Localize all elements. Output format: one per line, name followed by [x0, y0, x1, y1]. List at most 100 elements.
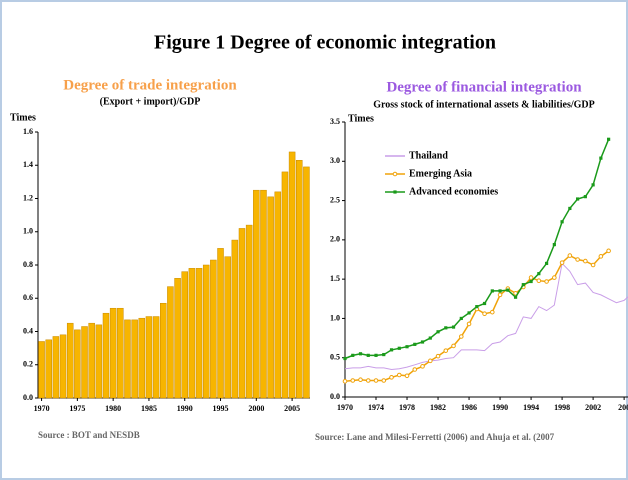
- point: [405, 345, 409, 349]
- bar: [231, 239, 239, 399]
- point: [443, 348, 449, 353]
- y-tick-label: 1.0: [23, 227, 33, 236]
- x-tick-label: 1970: [34, 404, 50, 413]
- bar: [296, 160, 303, 399]
- x-tick-label: 1998: [554, 403, 570, 412]
- point: [396, 372, 402, 378]
- point: [358, 352, 363, 356]
- x-tick-label: 1990: [492, 403, 508, 412]
- x-tick-label: 1980: [105, 404, 121, 413]
- figure-title: Figure 1 Degree of economic integration: [154, 32, 496, 54]
- legend-label: Thailand: [409, 150, 448, 161]
- point: [397, 346, 401, 350]
- point: [343, 356, 347, 361]
- bar: [167, 286, 174, 399]
- bar: [124, 319, 131, 399]
- bar: [145, 316, 153, 399]
- legend-label: Emerging Asia: [409, 168, 472, 179]
- point: [350, 378, 356, 383]
- point: [599, 156, 603, 160]
- bar: [238, 228, 246, 399]
- point: [366, 353, 370, 357]
- point: [497, 292, 503, 298]
- x-tick-label: 200: [618, 403, 628, 412]
- source-note: Source: Lane and Milesi-Ferretti (2006) …: [315, 432, 555, 442]
- y-axis-label: Times: [348, 113, 374, 124]
- point: [528, 275, 534, 280]
- point: [389, 348, 394, 352]
- bar: [188, 268, 196, 399]
- bar: [88, 322, 95, 399]
- point: [536, 278, 542, 284]
- point: [544, 261, 549, 266]
- point: [428, 336, 432, 340]
- point: [444, 326, 448, 330]
- point: [560, 220, 564, 224]
- y-tick-label: 0.2: [23, 360, 33, 369]
- x-tick-label: 1986: [461, 403, 477, 412]
- point: [420, 340, 425, 344]
- point: [607, 137, 611, 141]
- y-tick-label: 2.0: [330, 235, 340, 244]
- point: [544, 279, 549, 284]
- y-tick-label: 0.0: [23, 393, 33, 402]
- point: [559, 260, 565, 265]
- x-tick-label: 2002: [585, 403, 601, 412]
- bar: [59, 334, 67, 399]
- bar: [117, 307, 124, 399]
- chart-title: Degree of financial integration: [386, 79, 582, 95]
- y-tick-label: 3.5: [330, 117, 340, 126]
- x-tick-label: 1982: [430, 403, 446, 412]
- bar: [303, 166, 310, 399]
- bar: [66, 322, 74, 399]
- x-tick-label: 1990: [177, 404, 193, 413]
- point: [451, 343, 456, 349]
- bar: [95, 324, 103, 399]
- point: [342, 378, 348, 384]
- y-tick-label: 0.6: [23, 293, 33, 302]
- y-tick-label: 2.5: [330, 195, 340, 204]
- bar: [210, 259, 217, 399]
- point: [537, 272, 541, 276]
- bar: [109, 307, 117, 399]
- x-tick-label: 2000: [248, 404, 264, 413]
- y-axis-label: Times: [10, 112, 36, 123]
- point: [529, 279, 533, 284]
- bar: [160, 302, 167, 399]
- y-tick-label: 0.0: [330, 392, 340, 401]
- point: [590, 262, 596, 268]
- x-tick-label: 1974: [368, 403, 384, 412]
- point: [467, 311, 471, 315]
- point: [490, 309, 495, 315]
- point: [466, 321, 472, 327]
- point: [365, 378, 371, 383]
- source-note: Source : BOT and NESDB: [38, 430, 140, 440]
- chart-subtitle: (Export + import)/GDP: [100, 96, 201, 107]
- point: [591, 183, 595, 187]
- y-tick-label: 1.6: [23, 127, 33, 136]
- bar: [174, 278, 181, 399]
- y-tick-label: 0.8: [23, 260, 33, 269]
- bar: [152, 316, 160, 399]
- point: [459, 334, 464, 339]
- x-tick-label: 1994: [523, 403, 539, 412]
- point: [427, 358, 433, 364]
- point: [575, 257, 580, 262]
- bar: [281, 171, 289, 399]
- point: [374, 353, 378, 357]
- bar: [181, 271, 188, 399]
- x-tick-label: 1970: [337, 403, 353, 412]
- point: [583, 195, 587, 199]
- bar: [288, 151, 296, 399]
- point: [567, 253, 573, 258]
- point: [413, 342, 417, 346]
- point: [498, 289, 502, 293]
- point: [482, 311, 487, 317]
- x-tick-label: 2005: [284, 404, 300, 413]
- point: [482, 301, 487, 306]
- bar: [102, 312, 110, 399]
- chart-title: Degree of trade integration: [63, 77, 237, 93]
- point: [373, 378, 379, 383]
- bar: [267, 196, 274, 399]
